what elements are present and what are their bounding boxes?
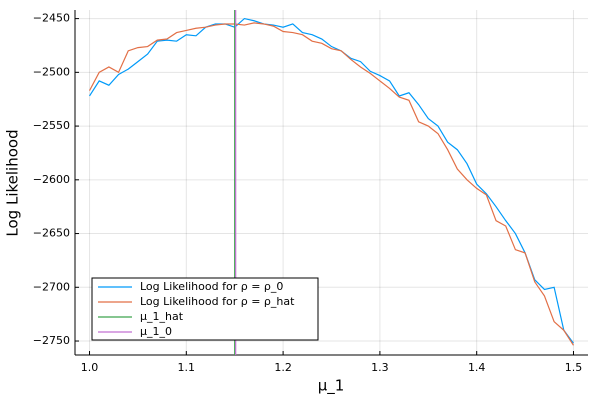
x-tick-label: 1.1 bbox=[178, 361, 196, 374]
y-tick-label: −2450 bbox=[33, 12, 70, 25]
x-axis-title: μ_1 bbox=[318, 377, 345, 396]
y-tick-label: −2750 bbox=[33, 334, 70, 347]
legend-label: Log Likelihood for ρ = ρ_0 bbox=[140, 280, 283, 293]
legend-label: μ_1_hat bbox=[140, 310, 184, 323]
legend-label: μ_1_0 bbox=[140, 325, 172, 338]
legend-box bbox=[91, 277, 319, 341]
x-tick-label: 1.4 bbox=[468, 361, 486, 374]
y-tick-label: −2550 bbox=[33, 119, 70, 132]
x-tick-label: 1.3 bbox=[371, 361, 389, 374]
x-tick-label: 1.2 bbox=[274, 361, 292, 374]
x-tick-label: 1.5 bbox=[565, 361, 583, 374]
y-axis-title: Log Likelihood bbox=[4, 129, 22, 236]
y-tick-label: −2700 bbox=[33, 280, 70, 293]
data-line bbox=[88, 22, 574, 346]
y-tick-label: −2600 bbox=[33, 173, 70, 186]
y-tick-label: −2650 bbox=[33, 227, 70, 240]
y-tick-label: −2500 bbox=[33, 65, 70, 78]
x-tick-label: 1.0 bbox=[81, 361, 99, 374]
data-line bbox=[89, 17, 574, 344]
legend-label: Log Likelihood for ρ = ρ_hat bbox=[140, 295, 295, 308]
